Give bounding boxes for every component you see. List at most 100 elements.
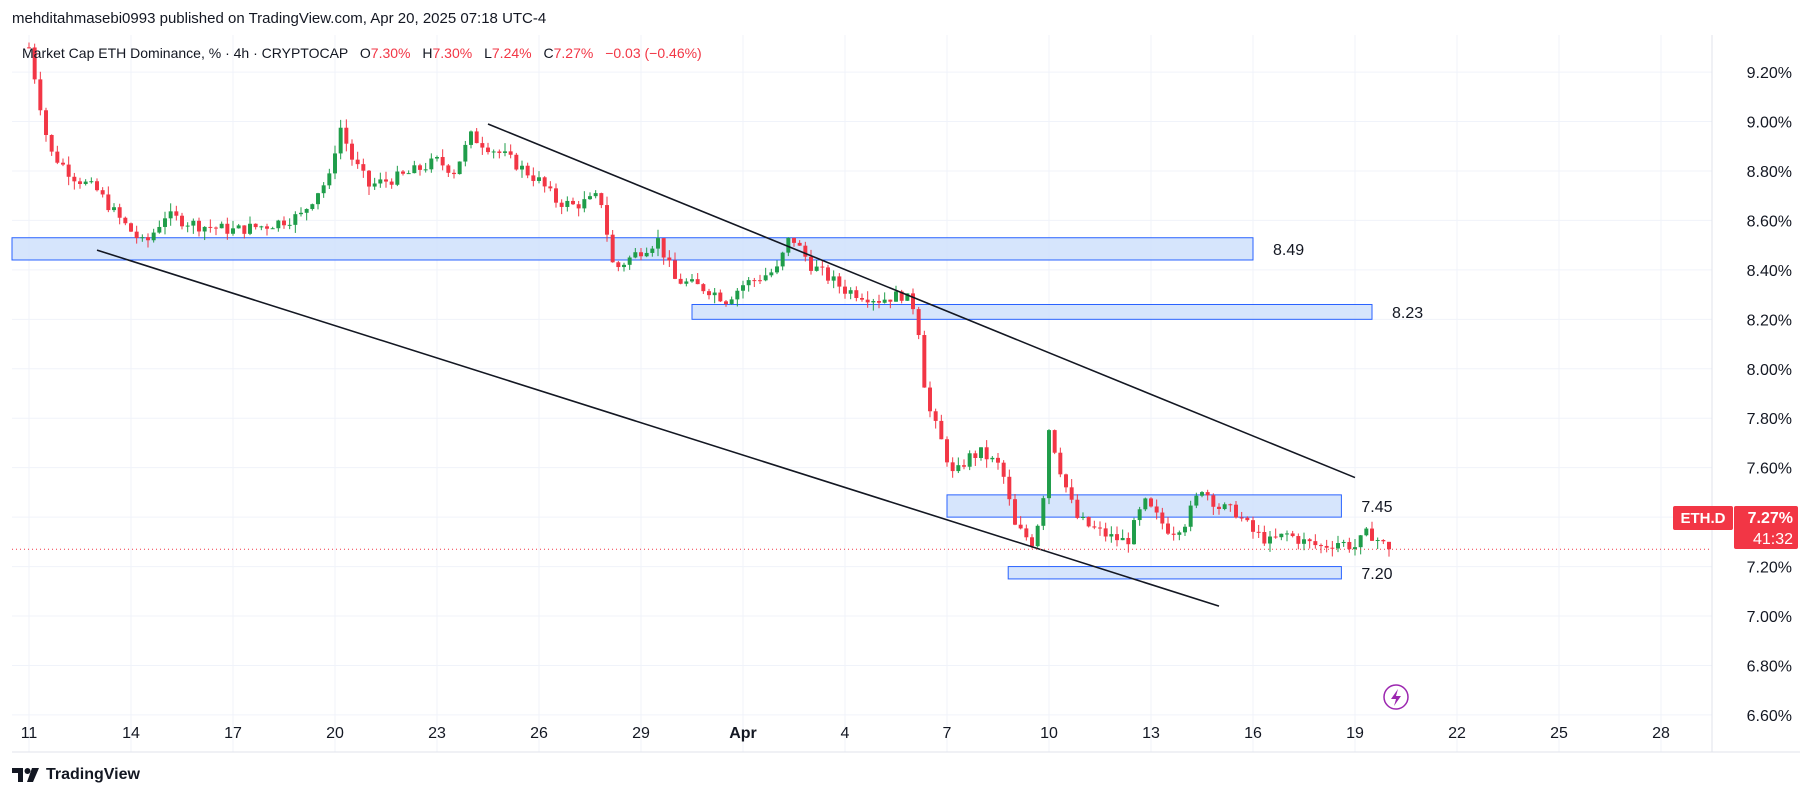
candle-body	[667, 257, 672, 261]
candle-body	[1149, 498, 1153, 507]
candle-body	[248, 223, 252, 234]
zone-8.23	[691, 303, 1373, 320]
candle-body	[894, 291, 898, 302]
candle-body	[548, 186, 553, 189]
candle-body	[225, 223, 230, 234]
candle-body	[525, 165, 530, 176]
zone-label: 8.49	[1273, 242, 1304, 259]
candle-body	[321, 185, 326, 194]
candle-body	[973, 453, 978, 458]
candle-body	[1375, 540, 1380, 542]
x-tick-label: 14	[122, 725, 140, 742]
candle-body	[1262, 531, 1267, 544]
candle-body	[599, 193, 604, 206]
candle-body	[316, 193, 320, 205]
candle-body	[134, 231, 139, 238]
candle-body	[769, 272, 774, 276]
candle-body	[922, 335, 927, 388]
footer[interactable]: TradingView	[12, 766, 140, 784]
candle-body	[1001, 462, 1006, 477]
candle-body	[491, 151, 496, 153]
price-tag-bg	[1734, 506, 1798, 549]
candle-body	[146, 237, 150, 241]
candle-body	[214, 227, 218, 229]
candle-body	[673, 260, 677, 279]
candle-body	[1166, 523, 1170, 534]
y-tick-label: 8.20%	[1747, 312, 1792, 329]
candle-body	[1211, 495, 1216, 507]
candle-body	[531, 175, 536, 181]
candle-body	[588, 196, 592, 200]
candle-body	[848, 290, 853, 294]
candle-body	[1290, 533, 1295, 537]
candle-body	[89, 181, 94, 183]
candle-body	[378, 179, 383, 184]
candle-body	[520, 165, 524, 170]
candle-body	[486, 147, 490, 153]
candle-body	[55, 151, 60, 163]
candle-body	[480, 143, 485, 148]
candle-body	[928, 387, 932, 412]
lightning-icon[interactable]	[1383, 684, 1409, 710]
x-tick-label: 22	[1448, 725, 1466, 742]
candle-body	[1353, 547, 1357, 550]
candle-body	[185, 225, 190, 227]
candle-body	[299, 212, 303, 215]
candle-body	[899, 291, 904, 301]
candle-body	[1092, 526, 1097, 528]
candle-body	[1132, 520, 1136, 545]
candle-body	[1035, 525, 1040, 547]
legend-symbol: Market Cap ETH Dominance, % · 4h · CRYPT…	[22, 45, 348, 61]
zone-label: 8.23	[1392, 305, 1423, 322]
candle-body	[1358, 535, 1363, 548]
candle-body	[1047, 430, 1051, 499]
candle-body	[1115, 534, 1119, 541]
zone-label: 7.20	[1361, 566, 1392, 583]
candle-body	[656, 238, 660, 249]
candle-body	[814, 266, 819, 271]
x-tick-label: 10	[1040, 725, 1058, 742]
candle-body	[219, 223, 224, 229]
candle-body	[803, 245, 808, 257]
candle-body	[1007, 476, 1012, 500]
candle-body	[622, 264, 626, 268]
candle-body	[503, 151, 507, 153]
last-price-tag: ETH.D 7.27% 41:32	[1673, 506, 1798, 549]
candle-body	[809, 256, 813, 271]
candle-body	[537, 177, 541, 181]
candle-body	[174, 211, 179, 216]
candle-body	[605, 205, 609, 235]
candle-body	[106, 194, 111, 211]
candle-body	[270, 228, 275, 230]
candle-body	[202, 226, 207, 232]
candle-body	[1200, 492, 1204, 496]
candle-body	[939, 420, 944, 440]
y-tick-label: 6.80%	[1747, 658, 1792, 675]
candle-body	[911, 293, 915, 310]
symbol-tag-bg	[1673, 506, 1733, 530]
candle-body	[1143, 498, 1148, 510]
candle-body	[797, 242, 802, 246]
candle-body	[990, 457, 995, 460]
x-tick-label: 17	[224, 725, 242, 742]
candle-body	[1177, 532, 1182, 535]
candle-body	[191, 220, 196, 226]
x-tick-label: 11	[21, 725, 38, 742]
price-tag-value: 7.27%	[1748, 510, 1793, 527]
candle-body	[1183, 526, 1187, 533]
symbol-tag-label: ETH.D	[1681, 510, 1726, 527]
candle-body	[78, 181, 82, 185]
tradingview-logo-icon	[12, 768, 39, 782]
candle-body	[639, 252, 643, 257]
candle-body	[446, 165, 451, 173]
candle-body	[1217, 506, 1221, 510]
candle-body	[372, 183, 377, 187]
x-tick-label: 7	[943, 725, 952, 742]
candle-body	[1245, 517, 1250, 521]
candle-body	[429, 158, 434, 170]
candle-body	[231, 228, 235, 234]
candle-body	[1154, 506, 1159, 513]
candle-body	[877, 301, 881, 303]
candle-body	[854, 290, 859, 299]
